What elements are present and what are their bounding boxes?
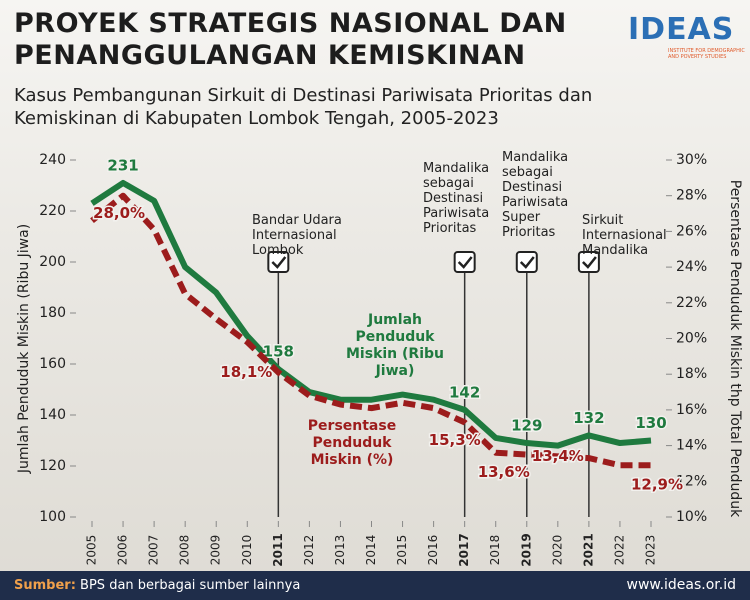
source: Sumber: BPS dan berbagai sumber lainnya (14, 578, 300, 593)
title: PROYEK STRATEGIS NASIONAL DAN PENANGGULA… (14, 8, 567, 71)
x-tick-label: 2021 (581, 533, 595, 566)
y2-tick-label: 12% (676, 473, 707, 489)
x-tick-label: 2014 (364, 535, 378, 566)
check-box (577, 251, 600, 273)
x-tick-label: 2023 (644, 535, 658, 566)
series-label: Jumlah Penduduk Miskin (Ribu Jiwa) (346, 312, 444, 379)
y-tick-label: 200 (39, 254, 66, 270)
data-label: 129 (511, 417, 542, 435)
y-tick-label: 220 (39, 203, 66, 219)
x-tick-label: 2020 (550, 535, 564, 566)
y-tick-label: 180 (39, 305, 66, 321)
x-tick-label: 2016 (426, 535, 440, 566)
series-line (90, 192, 651, 469)
y-tick-label: 240 (39, 152, 66, 168)
data-label: 15,3% (429, 431, 481, 449)
x-tick-label: 2017 (457, 533, 471, 566)
logo-subtitle: INSTITUTE FOR DEMOGRAPHIC AND POVERTY ST… (668, 48, 745, 60)
check-box (453, 251, 476, 273)
event-label: Mandalika sebagai Destinasi Pariwisata P… (423, 161, 490, 236)
check-box (515, 251, 538, 273)
x-tick-label: 2013 (333, 535, 347, 566)
series-label: Persentase Penduduk Miskin (%) (307, 418, 397, 468)
x-tick-label: 2010 (240, 535, 254, 566)
event-label: Mandalika sebagai Destinasi Pariwisata S… (502, 150, 569, 240)
data-label: 13,4% (532, 447, 584, 465)
y2-tick-label: 30% (676, 152, 707, 168)
source-text: BPS dan berbagai sumber lainnya (80, 578, 301, 593)
x-tick-label: 2008 (178, 535, 192, 566)
y-tick-label: 100 (39, 509, 66, 525)
y-tick-label: 160 (39, 356, 66, 372)
data-label: 130 (635, 414, 666, 432)
check-mark (271, 256, 287, 269)
y2-tick-label: 22% (676, 295, 707, 311)
logo: IDEAS (628, 12, 735, 47)
y2-tick-label: 20% (676, 331, 707, 347)
x-tick-label: 2006 (116, 535, 130, 566)
footer: Sumber: BPS dan berbagai sumber lainnya … (0, 571, 750, 600)
data-label: 231 (107, 156, 138, 174)
y2-tick-label: 16% (676, 402, 707, 418)
check-mark (519, 256, 535, 269)
y2-axis-label: Persentase Penduduk Miskin thp Total Pen… (727, 180, 743, 518)
y2-tick-label: 24% (676, 259, 707, 275)
check-mark (457, 256, 473, 269)
y-axis-label: Jumlah Penduduk Miskin (Ribu Jiwa) (16, 224, 32, 474)
x-tick-label: 2012 (302, 535, 316, 566)
y2-tick-label: 14% (676, 438, 707, 454)
x-tick-label: 2009 (209, 535, 223, 566)
x-tick-label: 2018 (488, 535, 502, 566)
data-label: 132 (573, 409, 604, 427)
y2-tick-label: 10% (676, 509, 707, 525)
y-tick-label: 120 (39, 458, 66, 474)
check-mark (582, 256, 597, 269)
y2-tick-label: 28% (676, 188, 707, 204)
data-label: 28,0% (93, 204, 145, 222)
source-label: Sumber: (14, 578, 76, 593)
event-label: Sirkuit Internasional Mandalika (582, 213, 667, 258)
data-label: 142 (449, 383, 480, 401)
x-tick-label: 2011 (271, 533, 285, 566)
x-tick-label: 2015 (395, 535, 409, 566)
x-tick-label: 2005 (85, 535, 99, 566)
y-tick-label: 140 (39, 407, 66, 423)
website: www.ideas.or.id (626, 577, 737, 593)
y2-tick-label: 18% (676, 366, 707, 382)
data-label: 13,6% (478, 463, 530, 481)
x-tick-label: 2007 (147, 535, 161, 566)
data-label: 158 (263, 343, 294, 361)
event-label: Bandar Udara Internasional Lombok (252, 213, 342, 258)
x-tick-label: 2022 (612, 535, 626, 566)
data-label: 12,9% (631, 476, 683, 494)
check-box (267, 251, 290, 273)
y2-tick-label: 26% (676, 223, 707, 239)
series-line (90, 179, 652, 449)
x-tick-label: 2019 (519, 533, 533, 566)
subtitle: Kasus Pembangunan Sirkuit di Destinasi P… (14, 85, 593, 129)
data-label: 18,1% (220, 363, 272, 381)
